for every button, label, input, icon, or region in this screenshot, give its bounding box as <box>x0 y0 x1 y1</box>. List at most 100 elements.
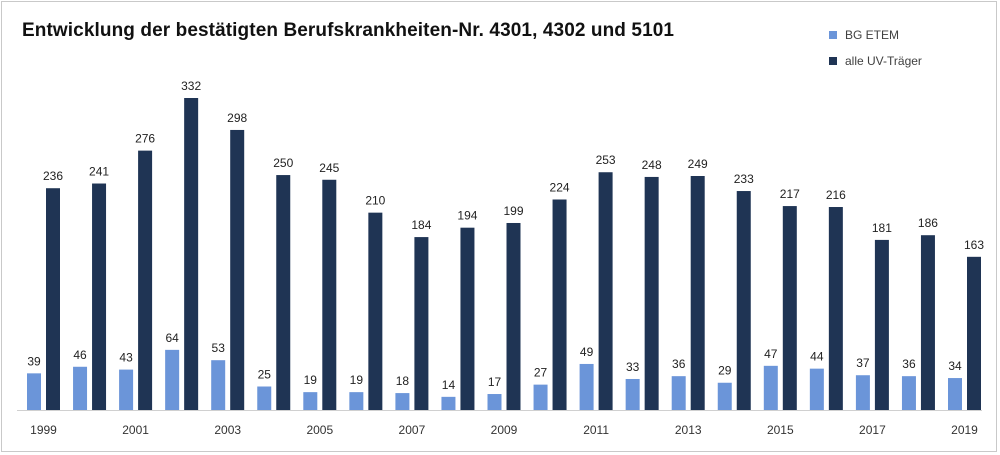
x-tick-label-2019: 2019 <box>951 423 978 437</box>
data-label-bg-etem-2006: 19 <box>350 373 364 387</box>
data-label-bg-etem-2008: 14 <box>442 378 456 392</box>
data-label-alle-uv-traeger-2017: 181 <box>872 221 892 235</box>
x-tick-label-2011: 2011 <box>583 423 609 437</box>
bar-bg-etem-2017 <box>855 375 870 410</box>
bar-alle-uv-traeger-2019 <box>967 256 981 410</box>
x-tick-label-2003: 2003 <box>214 423 241 437</box>
data-label-alle-uv-traeger-2007: 184 <box>411 218 431 232</box>
data-label-bg-etem-2015: 47 <box>764 347 778 361</box>
data-label-alle-uv-traeger-2003: 298 <box>227 111 247 125</box>
data-label-alle-uv-traeger-2009: 199 <box>503 204 523 218</box>
bar-alle-uv-traeger-2018 <box>920 235 935 410</box>
bar-alle-uv-traeger-2012 <box>644 176 659 410</box>
bar-bg-etem-2007 <box>395 393 410 410</box>
bar-bg-etem-2013 <box>671 376 686 410</box>
data-label-bg-etem-2018: 36 <box>902 357 916 371</box>
bar-alle-uv-traeger-2007 <box>414 237 429 410</box>
bar-alle-uv-traeger-2014 <box>736 191 751 410</box>
bar-bg-etem-2003 <box>211 360 226 410</box>
bar-bg-etem-2005 <box>303 392 318 410</box>
x-tick-label-2009: 2009 <box>491 423 518 437</box>
bar-bg-etem-2001 <box>119 369 134 410</box>
data-label-bg-etem-2005: 19 <box>304 373 318 387</box>
bar-bg-etem-2011 <box>579 363 594 410</box>
data-label-alle-uv-traeger-2000: 241 <box>89 165 109 179</box>
chart-legend: BG ETEM alle UV-Träger <box>829 22 922 74</box>
legend-swatch-alle-uv-traeger <box>829 57 837 65</box>
data-label-bg-etem-2014: 29 <box>718 364 732 378</box>
bar-bg-etem-2012 <box>625 378 640 410</box>
data-label-bg-etem-2004: 25 <box>258 368 272 382</box>
data-label-alle-uv-traeger-2019: 163 <box>964 238 984 252</box>
data-label-bg-etem-2003: 53 <box>212 341 226 355</box>
bar-bg-etem-1999 <box>27 373 41 410</box>
data-label-alle-uv-traeger-2001: 276 <box>135 132 155 146</box>
bar-alle-uv-traeger-2004 <box>276 175 291 410</box>
data-label-bg-etem-1999: 39 <box>27 354 41 368</box>
data-label-bg-etem-2016: 44 <box>810 350 824 364</box>
legend-label-bg-etem: BG ETEM <box>845 28 900 42</box>
data-label-bg-etem-2012: 33 <box>626 360 640 374</box>
bar-alle-uv-traeger-2013 <box>690 176 705 410</box>
data-label-alle-uv-traeger-2013: 249 <box>688 157 708 171</box>
data-label-alle-uv-traeger-2012: 248 <box>642 158 662 172</box>
data-label-alle-uv-traeger-2006: 210 <box>365 194 385 208</box>
bar-alle-uv-traeger-2001 <box>138 150 153 410</box>
bar-bg-etem-2006 <box>349 392 364 410</box>
bar-bg-etem-2009 <box>487 394 502 410</box>
bar-alle-uv-traeger-2006 <box>368 212 383 410</box>
bar-alle-uv-traeger-2000 <box>92 183 107 410</box>
bar-alle-uv-traeger-2017 <box>874 239 889 410</box>
data-label-bg-etem-2011: 49 <box>580 345 594 359</box>
data-label-alle-uv-traeger-2011: 253 <box>596 153 616 167</box>
bar-alle-uv-traeger-2003 <box>230 129 245 410</box>
bar-alle-uv-traeger-2010 <box>552 199 567 410</box>
data-label-alle-uv-traeger-2016: 216 <box>826 188 846 202</box>
x-tick-label-2007: 2007 <box>399 423 426 437</box>
x-tick-label-2017: 2017 <box>859 423 886 437</box>
data-label-bg-etem-2010: 27 <box>534 366 548 380</box>
bar-bg-etem-2014 <box>717 382 732 410</box>
bar-alle-uv-traeger-2008 <box>460 227 475 410</box>
data-label-bg-etem-2001: 43 <box>119 351 133 365</box>
x-tick-label-1999: 1999 <box>30 423 57 437</box>
bar-alle-uv-traeger-2002 <box>184 98 199 410</box>
data-label-alle-uv-traeger-2004: 250 <box>273 156 293 170</box>
data-label-bg-etem-2002: 64 <box>165 331 179 345</box>
data-label-bg-etem-2019: 34 <box>948 359 962 373</box>
bar-alle-uv-traeger-1999 <box>46 188 60 410</box>
bar-bg-etem-2015 <box>763 365 778 410</box>
data-label-bg-etem-2000: 46 <box>73 348 87 362</box>
bar-alle-uv-traeger-2015 <box>782 206 797 410</box>
data-label-alle-uv-traeger-2010: 224 <box>550 180 570 194</box>
data-label-alle-uv-traeger-2018: 186 <box>918 216 938 230</box>
bar-bg-etem-2018 <box>901 376 916 410</box>
bar-bg-etem-2000 <box>73 366 88 410</box>
chart-title: Entwicklung der bestätigten Berufskrankh… <box>22 20 675 41</box>
data-label-alle-uv-traeger-2015: 217 <box>780 187 800 201</box>
bar-bg-etem-2010 <box>533 384 548 410</box>
data-label-bg-etem-2007: 18 <box>396 374 410 388</box>
x-tick-label-2013: 2013 <box>675 423 702 437</box>
data-label-alle-uv-traeger-1999: 236 <box>43 169 63 183</box>
data-label-bg-etem-2017: 37 <box>856 356 870 370</box>
x-tick-label-2001: 2001 <box>122 423 149 437</box>
legend-swatch-bg-etem <box>829 31 837 39</box>
legend-item-alle-uv-traeger: alle UV-Träger <box>829 48 922 74</box>
x-tick-label-2015: 2015 <box>767 423 794 437</box>
legend-item-bg-etem: BG ETEM <box>829 22 922 48</box>
legend-label-alle-uv-traeger: alle UV-Träger <box>845 54 922 68</box>
bar-bg-etem-2002 <box>165 349 180 410</box>
bar-bg-etem-2019 <box>948 378 962 410</box>
x-tick-label-2005: 2005 <box>306 423 333 437</box>
data-label-bg-etem-2013: 36 <box>672 357 686 371</box>
bar-bg-etem-2016 <box>809 368 824 410</box>
data-label-bg-etem-2009: 17 <box>488 375 502 389</box>
bar-bg-etem-2004 <box>257 386 272 410</box>
data-label-alle-uv-traeger-2008: 194 <box>457 209 477 223</box>
data-label-alle-uv-traeger-2014: 233 <box>734 172 754 186</box>
bar-alle-uv-traeger-2016 <box>828 207 843 410</box>
bar-alle-uv-traeger-2009 <box>506 222 521 410</box>
